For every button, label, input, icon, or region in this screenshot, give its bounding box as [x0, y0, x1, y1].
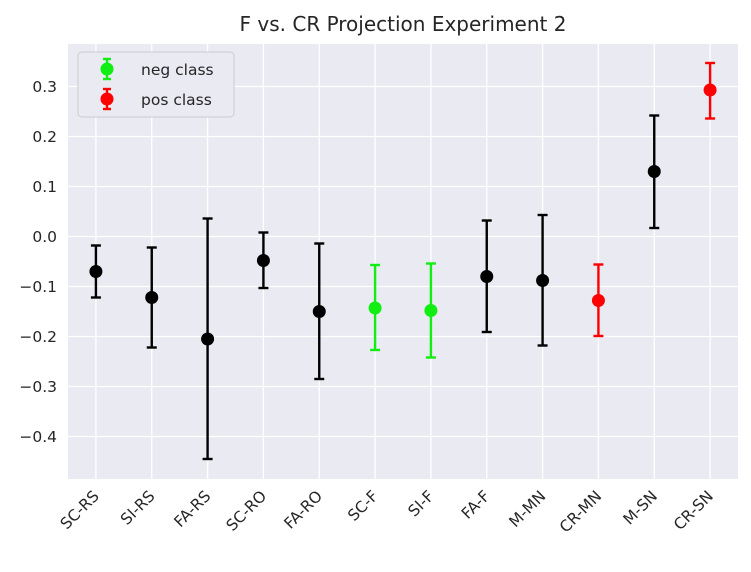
legend-neg-marker — [100, 62, 114, 76]
errorbar-point-M-SN — [647, 114, 661, 230]
mean-marker — [201, 332, 215, 346]
mean-marker — [536, 274, 550, 287]
mean-marker — [368, 301, 382, 315]
mean-marker — [591, 294, 605, 307]
mean-marker — [647, 165, 661, 178]
errorbar-point-SC-F — [368, 263, 382, 352]
legend-pos-marker — [100, 92, 114, 106]
x-tick-label: M-MN — [506, 487, 550, 531]
legend-item-pos: pos class — [100, 87, 212, 111]
x-tick-label: SC-F — [344, 487, 382, 525]
x-tick-label: FA-F — [458, 487, 494, 523]
mean-marker — [256, 254, 270, 267]
y-tick-labels: −0.4 −0.3 −0.2 −0.1 0.0 0.1 0.2 0.3 — [19, 78, 57, 446]
errorbar-point-CR-MN — [591, 263, 605, 338]
y-tick-label: −0.3 — [19, 378, 57, 396]
errorbar-point-FA-RO — [312, 242, 326, 381]
x-tick-label: M-SN — [620, 487, 661, 528]
mean-marker — [89, 265, 103, 278]
errorbar-point-SC-RO — [256, 231, 270, 290]
errorbar-point-M-MN — [536, 213, 550, 347]
y-tick-label: 0.0 — [32, 228, 57, 246]
errorbar-point-FA-RS — [201, 217, 215, 461]
y-tick-label: 0.1 — [32, 178, 57, 196]
legend-pos-label: pos class — [141, 91, 212, 109]
x-tick-labels: SC-RS SI-RS FA-RS SC-RO FA-RO SC-F SI-F FA-F M-M… — [57, 487, 717, 536]
y-tick-label: 0.2 — [32, 128, 57, 146]
x-tick-label: SI-RS — [117, 487, 158, 528]
mean-marker — [424, 304, 438, 317]
y-tick-label: −0.2 — [19, 328, 57, 346]
legend: neg class pos class — [77, 51, 235, 118]
y-tick-label: −0.4 — [19, 428, 57, 446]
x-tick-label: CR-SN — [670, 487, 717, 534]
x-tick-label: SC-RO — [223, 487, 271, 535]
chart-title: F vs. CR Projection Experiment 2 — [240, 12, 567, 36]
mean-marker — [703, 83, 717, 97]
x-tick-label: FA-RO — [281, 487, 326, 532]
errorbar-point-SI-F — [424, 262, 438, 359]
mean-marker — [145, 291, 159, 304]
x-tick-label: SC-RS — [57, 487, 103, 533]
errorbar-point-SC-RS — [89, 244, 103, 299]
errorbar-point-FA-F — [480, 219, 494, 334]
mean-marker — [312, 305, 326, 318]
data-marks — [89, 61, 717, 461]
errorbar-point-SI-RS — [145, 246, 159, 349]
legend-item-neg: neg class — [100, 57, 214, 81]
x-tick-label: SI-F — [405, 487, 438, 520]
mean-marker — [480, 270, 494, 283]
x-tick-label: CR-MN — [556, 487, 605, 536]
legend-neg-label: neg class — [141, 61, 214, 79]
y-tick-label: 0.3 — [32, 78, 57, 96]
legend-box — [77, 51, 235, 118]
errorbar-point-CR-SN — [703, 61, 717, 120]
y-tick-label: −0.1 — [19, 278, 57, 296]
x-tick-label: FA-RS — [171, 487, 215, 531]
